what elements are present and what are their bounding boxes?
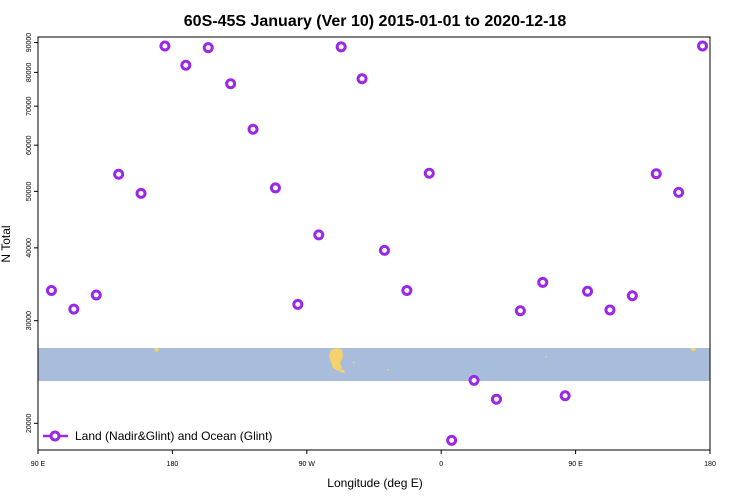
y-axis: 20000 30000 40000 50000 60000 70000 80000 90000 [26, 33, 38, 433]
y-tick-label: 90000 [26, 33, 33, 53]
tasmania-land [690, 348, 696, 351]
y-tick-label: 40000 [26, 238, 33, 258]
x-tick-label: 0 [439, 461, 443, 468]
data-point [68, 303, 80, 315]
data-point [335, 41, 347, 53]
legend-label: Land (Nadir&Glint) and Ocean (Glint) [75, 429, 272, 443]
data-point [378, 244, 390, 256]
data-point [490, 393, 502, 405]
tierra-del-fuego-land [338, 369, 345, 373]
data-point [514, 305, 526, 317]
data-point [626, 290, 638, 302]
data-point [202, 42, 214, 54]
data-point [582, 285, 594, 297]
data-point [468, 374, 480, 386]
antarctic-peninsula-land [329, 348, 343, 371]
x-tick-label: 180 [704, 461, 716, 468]
y-tick-label: 70000 [26, 96, 33, 116]
data-point [697, 40, 709, 52]
y-tick-label: 60000 [26, 135, 33, 155]
x-axis-label: Longitude (deg E) [327, 476, 422, 490]
data-point [604, 304, 616, 316]
data-point [159, 40, 171, 52]
small-island-land [387, 369, 389, 371]
data-point [401, 284, 413, 296]
data-points [45, 40, 709, 446]
small-island-land [545, 356, 547, 358]
data-point [269, 182, 281, 194]
data-point [537, 276, 549, 288]
data-point [113, 168, 125, 180]
legend: Land (Nadir&Glint) and Ocean (Glint) [43, 429, 272, 443]
map-band [38, 348, 710, 381]
x-tick-label: 90 E [31, 461, 46, 468]
data-point [135, 187, 147, 199]
plot-frame [37, 36, 711, 451]
y-tick-label: 30000 [26, 311, 33, 331]
data-point [90, 289, 102, 301]
data-point [180, 59, 192, 71]
data-point [673, 186, 685, 198]
land-masses [154, 348, 696, 373]
south-georgia-land [352, 362, 355, 364]
y-tick-label: 80000 [26, 63, 33, 83]
x-tick-label: 90 W [299, 461, 316, 468]
data-point [559, 390, 571, 402]
x-axis: 90 E 180 90 W 0 90 E 180 [31, 450, 716, 468]
y-tick-label: 50000 [26, 182, 33, 202]
legend-marker [49, 430, 61, 442]
ocean-band [38, 348, 710, 381]
data-point [423, 167, 435, 179]
y-tick-label: 20000 [26, 413, 33, 433]
data-point [45, 284, 57, 296]
data-point [225, 78, 237, 90]
data-point [247, 123, 259, 135]
new-zealand-south-land [154, 348, 159, 352]
data-point [356, 73, 368, 85]
x-tick-label: 90 E [568, 461, 583, 468]
x-tick-label: 180 [167, 461, 179, 468]
chart-title: 60S-45S January (Ver 10) 2015-01-01 to 2… [184, 13, 567, 30]
y-axis-label: N Total [0, 225, 13, 262]
data-point [446, 434, 458, 446]
data-point [292, 298, 304, 310]
data-point [650, 168, 662, 180]
data-point [313, 229, 325, 241]
